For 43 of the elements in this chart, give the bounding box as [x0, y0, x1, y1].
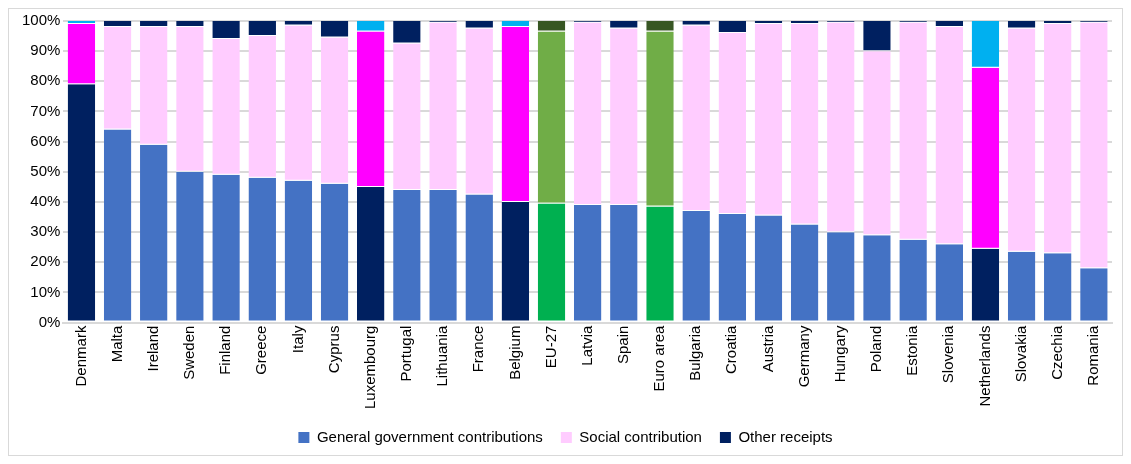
x-tick-label: Ireland [143, 325, 161, 372]
x-tick-label: Italy [288, 325, 306, 354]
x-tick-label: Bulgaria [686, 324, 704, 381]
y-tick-label: 30% [30, 222, 61, 240]
x-tick-label: Romania [1084, 324, 1102, 386]
y-tick-label: 80% [30, 71, 61, 89]
x-tick-label: Latvia [577, 324, 595, 366]
x-tick-label: Euro area [650, 324, 668, 392]
x-tick-label: Poland [867, 325, 885, 373]
x-tick-label: Netherlands [975, 325, 993, 407]
x-tick-label: Denmark [71, 325, 89, 387]
y-tick-label: 0% [38, 312, 61, 330]
y-tick-label: 50% [30, 161, 61, 179]
x-tick-label: EU-27 [541, 325, 559, 369]
x-tick-label: Spain [613, 325, 631, 364]
x-tick-label: Malta [107, 324, 125, 363]
legend-label: Other receipts [738, 427, 833, 445]
y-tick-label: 100% [21, 11, 61, 29]
x-tick-label: Slovenia [939, 324, 957, 384]
x-tick-label: Greece [252, 325, 270, 375]
x-tick-label: Czechia [1047, 324, 1065, 380]
x-tick-label: Estonia [903, 324, 921, 376]
y-tick-label: 90% [30, 41, 61, 59]
y-tick-label: 20% [30, 252, 61, 270]
x-tick-label: Germany [794, 325, 812, 388]
y-tick-label: 70% [30, 101, 61, 119]
y-tick-label: 40% [30, 192, 61, 210]
x-tick-label: Lithuania [433, 324, 451, 387]
x-tick-label: Portugal [397, 325, 415, 382]
legend-label: Social contribution [579, 427, 702, 445]
x-tick-label: Hungary [830, 325, 848, 383]
y-tick-label: 60% [30, 131, 61, 149]
legend-label: General government contributions [316, 427, 543, 445]
x-tick-label: France [469, 325, 487, 373]
x-tick-label: Luxembourg [360, 325, 378, 409]
x-tick-label: Cyprus [324, 325, 342, 374]
x-tick-label: Slovakia [1011, 324, 1029, 383]
x-tick-label: Austria [758, 324, 776, 373]
x-tick-label: Sweden [180, 325, 198, 380]
x-tick-label: Belgium [505, 325, 523, 380]
x-tick-label: Finland [216, 325, 234, 375]
x-tick-label: Croatia [722, 324, 740, 374]
y-tick-label: 10% [30, 282, 61, 300]
